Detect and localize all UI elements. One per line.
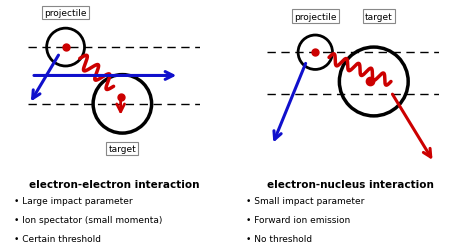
Text: electron-nucleus interaction: electron-nucleus interaction [267, 179, 434, 189]
Text: • Ion spectator (small momenta): • Ion spectator (small momenta) [14, 215, 163, 225]
Text: • Large impact parameter: • Large impact parameter [14, 197, 133, 206]
Text: • No threshold: • No threshold [246, 234, 313, 243]
Text: • Small impact parameter: • Small impact parameter [246, 197, 365, 206]
Text: • Forward ion emission: • Forward ion emission [246, 215, 351, 225]
Text: projectile: projectile [294, 13, 337, 21]
Text: • Certain threshold: • Certain threshold [14, 234, 101, 243]
Text: electron-electron interaction: electron-electron interaction [28, 179, 199, 189]
Text: projectile: projectile [45, 9, 87, 18]
Text: target: target [365, 13, 393, 21]
Text: target: target [109, 144, 136, 153]
